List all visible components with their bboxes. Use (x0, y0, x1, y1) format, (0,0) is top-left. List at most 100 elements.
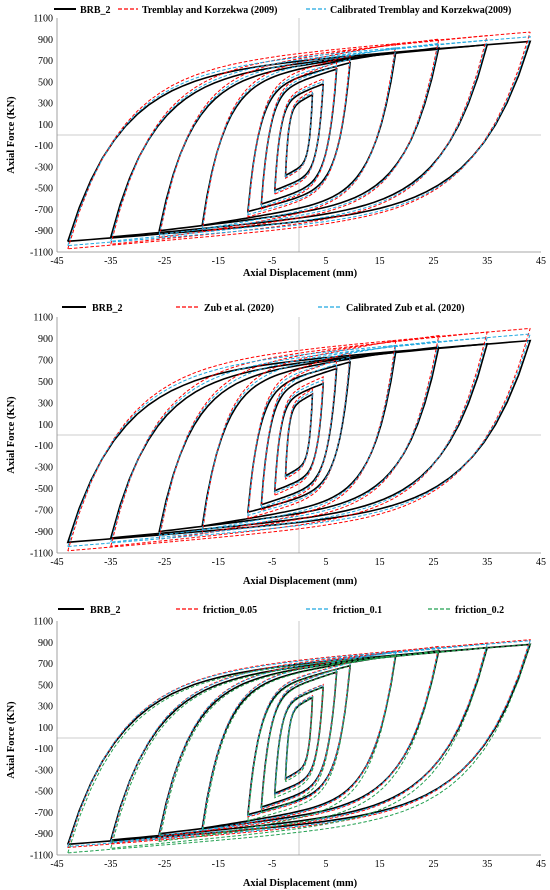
x-tick-label: 45 (536, 557, 546, 568)
y-axis-label: Axial Force (KN) (6, 396, 17, 474)
y-tick-labels: 1100 900 700 500 300 100 -100 -300 -500 -700 -900 -… (30, 313, 53, 560)
y-tick-label: 500 (38, 377, 53, 388)
x-tick-label: 5 (323, 557, 328, 568)
y-axis-label: Axial Force (KN) (6, 701, 17, 779)
legend-label-tremblay: Tremblay and Korzekwa (2009) (142, 5, 277, 16)
y-tick-label: -1100 (30, 248, 53, 259)
legend-label-brb2: BRB_2 (92, 303, 123, 314)
y-tick-label: -100 (35, 141, 53, 152)
y-tick-label: 300 (38, 398, 53, 409)
y-tick-label: 700 (38, 355, 53, 366)
y-tick-label: -1100 (30, 851, 53, 862)
series-line-calibrated-zub-et-al-2020-cycle-8 (67, 333, 531, 547)
legend-label-friction-01: friction_0.1 (333, 605, 382, 616)
series-line-brb-2-cycle-4 (246, 361, 352, 514)
series-line-brb-2-cycle-4 (246, 61, 352, 213)
y-tick-label: 900 (38, 334, 53, 345)
x-tick-label: 25 (428, 256, 438, 267)
series-line-calibrated-zub-et-al-2020-cycle-5 (201, 344, 397, 531)
x-tick-label: 15 (375, 557, 385, 568)
y-tick-labels: 1100 900 700 500 300 100 -100 -300 -500 -700 -900 -… (30, 14, 53, 259)
series-line-friction-0-05-cycle-8 (67, 639, 531, 848)
series-line-tremblay-and-korzekwa-2009-cycle-2 (274, 78, 324, 196)
series-line-calibrated-zub-et-al-2020-cycle-6 (158, 340, 440, 536)
y-tick-label: -100 (35, 441, 53, 452)
y-tick-labels: 1100 900 700 500 300 100 -100 -300 -500 -700 -900 -… (30, 617, 53, 862)
y-tick-label: -500 (35, 184, 53, 195)
x-tick-label: -45 (50, 557, 63, 568)
x-tick-label: -35 (104, 557, 117, 568)
series-line-friction-0-2-cycle-8 (67, 643, 531, 854)
y-tick-label: 900 (38, 638, 53, 649)
series-line-tremblay-and-korzekwa-2009-cycle-8 (67, 31, 531, 250)
series-line-friction-0-2-cycle-6 (158, 650, 440, 842)
legend: BRB_2 Tremblay and Korzekwa (2009) Calib… (54, 5, 511, 16)
y-tick-label: -1100 (30, 549, 53, 560)
chart-panel-3: BRB_2 friction_0.05 friction_0.1 frictio… (6, 605, 546, 889)
y-tick-label: 1100 (33, 617, 53, 628)
series-line-calibrated-tremblay-and-korzekwa-2009-cycle-2 (274, 80, 324, 194)
legend-label-calibrated-tremblay: Calibrated Tremblay and Korzekwa(2009) (330, 5, 511, 16)
x-tick-label: -15 (212, 557, 225, 568)
x-tick-label: 45 (536, 859, 546, 870)
x-tick-label: 15 (375, 256, 385, 267)
y-tick-label: -900 (35, 527, 53, 538)
series-line-friction-0-2-cycle-4 (247, 665, 351, 822)
chart-panel-2: BRB_2 Zub et al. (2020) Calibrated Zub e… (6, 303, 546, 587)
chart-panel-1: BRB_2 Tremblay and Korzekwa (2009) Calib… (6, 5, 546, 279)
y-tick-label: -900 (35, 829, 53, 840)
y-tick-label: -300 (35, 162, 53, 173)
x-tick-label: 35 (482, 557, 492, 568)
series-line-friction-0-1-cycle-4 (247, 662, 351, 817)
series-line-calibrated-tremblay-and-korzekwa-2009-cycle-4 (247, 58, 351, 216)
series-line-tremblay-and-korzekwa-2009-cycle-3 (260, 61, 338, 210)
series-line-brb-2-cycle-3 (260, 367, 338, 506)
x-axis-label: Axial Displacement (mm) (243, 878, 358, 889)
x-tick-label: -35 (104, 859, 117, 870)
y-tick-label: -300 (35, 765, 53, 776)
legend-label-calibrated-zub: Calibrated Zub et al. (2020) (346, 303, 465, 314)
series-line-friction-0-2-cycle-1 (285, 696, 313, 783)
y-tick-label: 500 (38, 680, 53, 691)
x-tick-label: 45 (536, 256, 546, 267)
x-tick-label: -45 (50, 256, 63, 267)
y-tick-label: 300 (38, 99, 53, 110)
x-tick-label: -25 (158, 557, 171, 568)
x-tick-label: 35 (482, 256, 492, 267)
x-tick-label: 25 (428, 557, 438, 568)
series-line-calibrated-zub-et-al-2020-cycle-2 (274, 379, 324, 494)
series-line-friction-0-1-cycle-1 (285, 695, 313, 781)
y-tick-label: 100 (38, 723, 53, 734)
series-line-tremblay-and-korzekwa-2009-cycle-6 (158, 38, 440, 238)
x-tick-label: -35 (104, 256, 117, 267)
series-line-brb-2-cycle-6 (158, 346, 440, 533)
x-tick-label: -5 (268, 256, 276, 267)
series-line-friction-0-2-cycle-2 (274, 686, 324, 799)
series-line-friction-0-1-cycle-6 (158, 646, 440, 837)
series-line-zub-et-al-2020-cycle-6 (158, 335, 440, 540)
x-tick-label: -25 (158, 256, 171, 267)
y-tick-label: 1100 (33, 313, 53, 324)
y-tick-label: -500 (35, 787, 53, 798)
series-line-calibrated-zub-et-al-2020-cycle-7 (110, 337, 488, 543)
x-tick-label: -15 (212, 256, 225, 267)
x-tick-label: -45 (50, 859, 63, 870)
legend-label-brb2: BRB_2 (90, 605, 121, 616)
x-tick-label: 35 (482, 859, 492, 870)
series-line-brb-2-cycle-6 (158, 46, 440, 232)
y-tick-label: 1100 (33, 14, 53, 25)
plot-area (56, 18, 541, 253)
y-axis-label: Axial Force (KN) (6, 96, 17, 174)
y-tick-label: 500 (38, 77, 53, 88)
y-tick-label: -700 (35, 506, 53, 517)
series-line-zub-et-al-2020-cycle-1 (285, 387, 313, 480)
series-line-tremblay-and-korzekwa-2009-cycle-5 (201, 43, 397, 233)
series-line-calibrated-tremblay-and-korzekwa-2009-cycle-8 (67, 36, 531, 247)
legend: BRB_2 Zub et al. (2020) Calibrated Zub e… (62, 303, 465, 314)
y-tick-label: 300 (38, 702, 53, 713)
series-line-zub-et-al-2020-cycle-8 (67, 327, 531, 552)
series-line-tremblay-and-korzekwa-2009-cycle-1 (285, 89, 313, 180)
y-tick-label: -500 (35, 484, 53, 495)
legend-label-friction-005: friction_0.05 (203, 605, 257, 616)
